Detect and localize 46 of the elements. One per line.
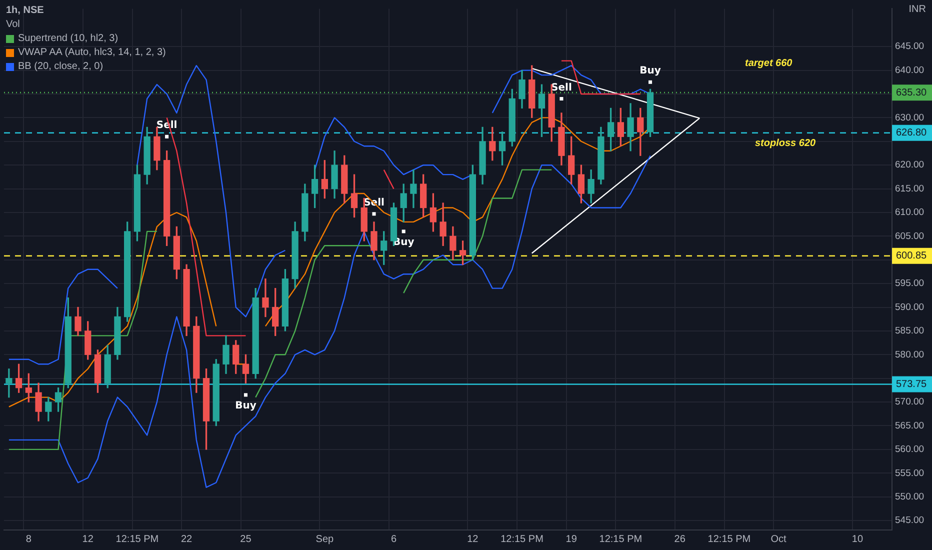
ref-line-label: 635.30	[896, 87, 928, 98]
data-label: Buy	[235, 400, 257, 412]
y-tick-label: 640.00	[895, 64, 924, 76]
y-tick-label: 545.00	[895, 515, 924, 526]
x-tick-label: 26	[674, 534, 686, 545]
legend-label: VWAP AA (Auto, hlc3, 14, 1, 2, 3)	[18, 46, 166, 60]
legend-label: BB (20, close, 2, 0)	[18, 60, 104, 74]
ref-line-label: 600.85	[896, 250, 928, 262]
x-tick-label: 19	[566, 534, 578, 545]
ref-line-label: 626.80	[896, 128, 928, 139]
y-tick-label: 570.00	[895, 396, 924, 408]
y-tick-label: 605.00	[895, 230, 924, 242]
x-tick-label: 12:15 PM	[116, 534, 159, 545]
x-tick-label: 8	[26, 534, 32, 545]
y-tick-label: 620.00	[895, 160, 924, 171]
y-tick-label: 645.00	[895, 41, 924, 52]
y-tick-label: 590.00	[895, 302, 924, 313]
x-tick-label: Sep	[316, 534, 334, 545]
y-tick-label: 550.00	[895, 491, 924, 502]
x-tick-label: 10	[852, 534, 864, 545]
x-tick-label: 6	[390, 534, 397, 545]
y-tick-label: 555.00	[895, 468, 924, 479]
x-tick-label: Oct	[770, 534, 787, 545]
y-tick-label: 560.00	[895, 444, 924, 456]
data-label: Buy	[640, 66, 662, 77]
x-tick-label: 12	[467, 534, 479, 545]
x-tick-label: 12:15 PM	[500, 534, 544, 545]
x-tick-label: 25	[240, 534, 252, 545]
y-tick-label: 610.00	[895, 207, 924, 218]
ref-line-label: 573.75	[896, 379, 928, 390]
chart-title: 1h, NSE	[6, 4, 45, 18]
y-tick-label: 565.00	[895, 420, 924, 432]
y-tick-label: 595.00	[895, 278, 924, 290]
x-tick-label: 12	[82, 534, 94, 545]
y-tick-label: 585.00	[895, 326, 924, 337]
annotation: stoploss 620	[755, 138, 816, 149]
x-tick-label: 22	[180, 534, 193, 545]
annotation: Vol	[6, 18, 21, 32]
x-tick-label: 12:15 PM	[708, 534, 751, 545]
y-tick-label: 580.00	[895, 349, 924, 360]
y-tick-label: 630.00	[895, 112, 924, 124]
y-axis-title: INR	[908, 4, 926, 15]
x-tick-label: 12:15 PM	[599, 534, 642, 545]
annotation: target 660	[745, 58, 792, 69]
legend-label: Supertrend (10, hl2, 3)	[18, 32, 118, 46]
y-tick-label: 615.00	[895, 183, 924, 194]
